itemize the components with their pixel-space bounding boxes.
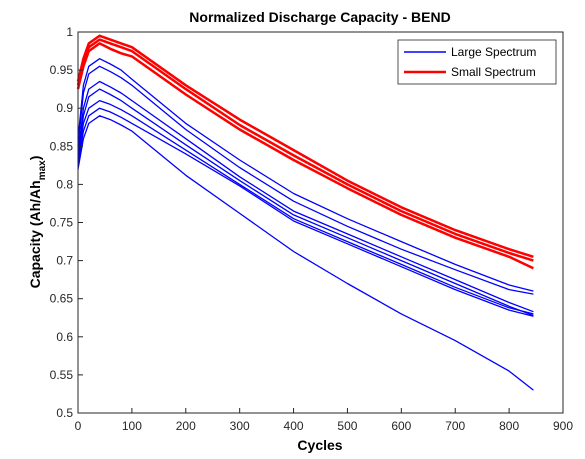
series-line-large-spectrum-6 [77,115,534,391]
y-tick-label: 0.65 [50,292,74,306]
y-tick-label: 1 [66,25,73,39]
x-tick-label: 100 [122,419,142,433]
legend-label-small-spectrum: Small Spectrum [451,65,536,79]
series-line-large-spectrum-2 [77,80,534,313]
x-tick-label: 700 [445,419,465,433]
axis-ticks-layer: 0 100 200 300 400 500 600 700 800 900 0.5 0.55 0.6 0.… [50,25,574,433]
x-tick-label: 800 [499,419,519,433]
series-line-small-spectrum-8 [76,38,534,262]
series-line-small-spectrum-9 [76,42,534,270]
y-tick-label: 0.7 [56,254,73,268]
y-tick-label: 0.75 [50,216,74,230]
x-tick-label: 900 [553,419,573,433]
y-axis-label: Capacity (Ah/Ahmax) [27,156,48,289]
chart-title: Normalized Discharge Capacity - BEND [189,9,450,25]
y-tick-label: 0.5 [56,406,73,420]
y-tick-label: 0.9 [56,101,73,115]
x-tick-label: 400 [284,419,304,433]
series-line-small-spectrum-7 [76,34,534,258]
legend: Large Spectrum Small Spectrum [397,39,557,85]
y-axis-label-subscript: max [37,160,48,180]
y-tick-label: 0.85 [50,139,74,153]
x-axis-label: Cycles [297,437,342,453]
y-axis-label-close: ) [27,156,43,161]
x-tick-label: 500 [337,419,357,433]
y-tick-label: 0.8 [56,177,73,191]
y-axis-label-main: Capacity (Ah/Ah [27,180,43,288]
x-tick-label: 600 [391,419,411,433]
series-line-large-spectrum-4 [77,99,534,315]
y-tick-label: 0.55 [50,368,74,382]
x-tick-label: 200 [176,419,196,433]
series-line-large-spectrum-0 [77,58,534,292]
y-tick-label: 0.6 [56,330,73,344]
series-line-large-spectrum-1 [77,65,534,295]
x-tick-label: 0 [75,419,82,433]
y-tick-label: 0.95 [50,63,74,77]
legend-box [397,39,557,85]
legend-label-large-spectrum: Large Spectrum [451,45,536,59]
series-line-large-spectrum-5 [77,107,534,317]
series-layer [76,34,534,391]
series-line-large-spectrum-3 [77,88,534,317]
x-tick-label: 300 [230,419,250,433]
